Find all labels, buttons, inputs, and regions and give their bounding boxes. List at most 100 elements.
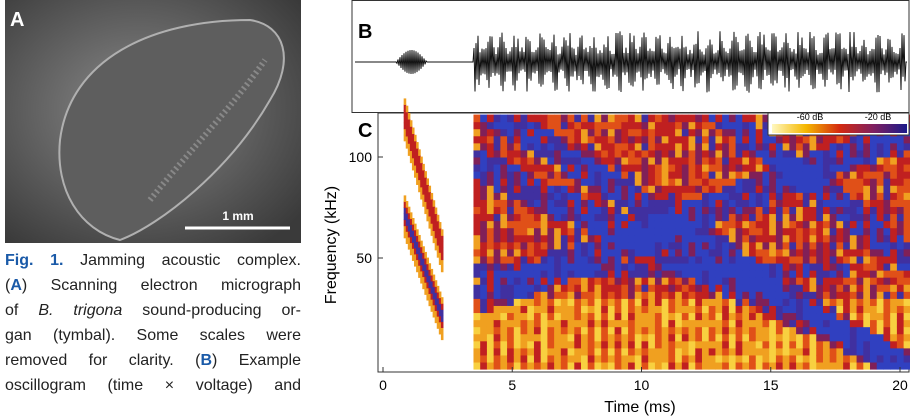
spectrogram-cell	[407, 218, 411, 226]
spectrogram-cell	[554, 362, 562, 370]
spectrogram-cell	[486, 128, 495, 137]
spectrogram-cell	[829, 149, 837, 158]
spectrogram-cell	[836, 263, 844, 271]
spectrogram-cell	[735, 121, 743, 130]
spectrogram-cell	[870, 241, 878, 250]
spectrogram-cell	[587, 270, 595, 278]
spectrogram-cell	[728, 213, 737, 222]
spectrogram-cell	[614, 291, 622, 299]
spectrogram-cell	[500, 270, 508, 278]
spectrogram-cell	[822, 185, 831, 193]
spectrogram-cell	[755, 199, 763, 207]
spectrogram-cell	[856, 333, 864, 342]
spectrogram-cell	[560, 206, 569, 215]
spectrogram-cell	[628, 362, 636, 370]
spectrogram-cell	[701, 319, 710, 328]
spectrogram-cell	[601, 149, 609, 158]
spectrogram-cell	[829, 234, 837, 243]
spectrogram-cell	[432, 212, 436, 219]
spectrogram-cell	[414, 223, 417, 231]
spectrogram-cell	[701, 199, 710, 207]
spectrogram-cell	[809, 284, 817, 292]
spectrogram-cell	[654, 185, 663, 193]
spectrogram-cell	[493, 263, 501, 271]
spectrogram-cell	[601, 206, 609, 215]
spectrogram-cell	[755, 333, 763, 342]
spectrogram-cell	[581, 199, 589, 207]
spectrogram-cell	[409, 150, 413, 158]
spectrogram-cell	[896, 270, 905, 278]
spectrogram-cell	[695, 255, 703, 264]
spectrogram-cell	[411, 139, 415, 147]
spectrogram-cell	[648, 171, 656, 179]
spectrogram-cell	[480, 121, 488, 130]
spectrogram-cell	[701, 164, 710, 172]
spectrogram-cell	[735, 255, 743, 264]
spectrogram-cell	[728, 157, 737, 165]
spectrogram-cell	[822, 227, 831, 236]
spectrogram-cell	[574, 213, 582, 222]
spectrogram-cell	[890, 277, 898, 285]
spectrogram-cell	[641, 291, 649, 299]
spectrogram-cell	[890, 354, 898, 363]
spectrogram-cell	[648, 312, 656, 321]
spectrogram-cell	[755, 192, 763, 200]
spectrogram-cell	[407, 131, 411, 138]
spectrogram-cell	[432, 310, 436, 318]
spectrogram-cell	[634, 227, 642, 236]
spectrogram-cell	[681, 255, 690, 264]
x-tick-label: 15	[763, 377, 779, 393]
spectrogram-cell	[876, 319, 884, 328]
spectrogram-cell	[614, 114, 622, 123]
spectrogram-cell	[581, 192, 589, 200]
spectrogram-cell	[762, 157, 770, 165]
spectrogram-cell	[560, 192, 569, 200]
spectrogram-cell	[715, 128, 723, 137]
spectrogram-cell	[789, 248, 797, 257]
spectrogram-cell	[594, 220, 602, 229]
spectrogram-cell	[567, 128, 575, 137]
spectrogram-cell	[587, 157, 595, 165]
spectrogram-cell	[701, 234, 710, 243]
spectrogram-cell	[742, 220, 750, 229]
spectrogram-cell	[796, 248, 804, 257]
spectrogram-cell	[701, 142, 710, 151]
spectrogram-cell	[628, 220, 636, 229]
spectrogram-cell	[540, 277, 548, 285]
spectrogram-cell	[527, 241, 535, 250]
spectrogram-cell	[601, 270, 609, 278]
spectrogram-cell	[762, 326, 770, 335]
spectrogram-cell	[601, 263, 609, 271]
spectrogram-cell	[513, 220, 522, 229]
spectrogram-cell	[863, 241, 871, 250]
spectrogram-cell	[809, 263, 817, 271]
spectrogram-cell	[594, 213, 602, 222]
spectrogram-cell	[695, 340, 703, 349]
spectrogram-cell	[654, 284, 663, 292]
spectrogram-cell	[661, 255, 669, 264]
spectrogram-cell	[843, 220, 851, 229]
spectrogram-cell	[890, 291, 898, 299]
spectrogram-cell	[782, 192, 790, 200]
spectrogram-cell	[681, 326, 690, 335]
spectrogram-cell	[796, 263, 804, 271]
spectrogram-cell	[428, 203, 432, 211]
spectrogram-cell	[715, 213, 723, 222]
spectrogram-cell	[802, 206, 811, 215]
spectrogram-cell	[829, 298, 837, 306]
spectrogram-cell	[822, 220, 831, 229]
spectrogram-cell	[520, 333, 528, 342]
x-axis-label: Time (ms)	[604, 399, 675, 416]
spectrogram-cell	[628, 263, 636, 271]
spectrogram-cell	[554, 171, 562, 179]
spectrogram-cell	[755, 255, 763, 264]
spectrogram-cell	[769, 312, 777, 321]
spectrogram-cell	[661, 263, 669, 271]
spectrogram-cell	[876, 340, 884, 349]
spectrogram-cell	[407, 224, 411, 232]
spectrogram-cell	[849, 241, 858, 250]
spectrogram-cell	[749, 326, 757, 335]
spectrogram-cell	[426, 281, 429, 289]
spectrogram-cell	[405, 237, 409, 244]
spectrogram-cell	[560, 312, 569, 321]
